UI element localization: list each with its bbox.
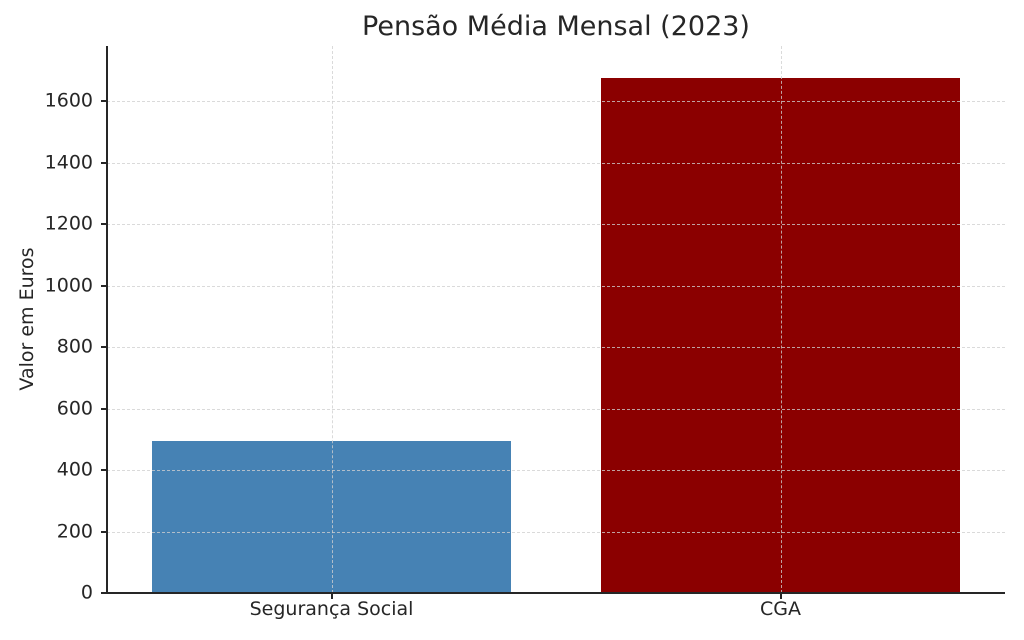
y-gridline-1200 — [107, 224, 1005, 226]
x-tick-label-seguranca-social: Segurança Social — [249, 598, 414, 620]
y-tick-label-200: 200 — [56, 520, 93, 543]
y-gridline-1400 — [107, 162, 1005, 164]
bar-seguranca-social — [151, 440, 512, 593]
y-tick-1600 — [101, 100, 107, 103]
y-gridline-800 — [107, 347, 1005, 349]
y-tick-1200 — [101, 223, 107, 226]
chart-title: Pensão Média Mensal (2023) — [362, 11, 750, 42]
y-tick-600 — [101, 407, 107, 410]
y-tick-label-400: 400 — [56, 458, 93, 481]
y-tick-1400 — [101, 161, 107, 164]
x-axis-spine — [106, 592, 1005, 594]
y-tick-label-600: 600 — [56, 397, 93, 420]
y-tick-200 — [101, 530, 107, 533]
y-gridline-600 — [107, 408, 1005, 410]
x-tick-cga — [779, 593, 782, 599]
y-tick-label-1000: 1000 — [44, 274, 93, 297]
y-gridline-1600 — [107, 101, 1005, 103]
y-tick-0 — [101, 592, 107, 594]
x-tick-label-cga: CGA — [760, 598, 801, 620]
bar-cga — [600, 78, 961, 593]
y-tick-label-800: 800 — [56, 335, 93, 358]
y-tick-label-1600: 1600 — [44, 89, 93, 112]
x-gridline-cga — [780, 46, 782, 593]
plot-area — [106, 46, 1005, 594]
y-gridline-400 — [107, 470, 1005, 472]
y-gridline-200 — [107, 531, 1005, 533]
y-tick-400 — [101, 469, 107, 472]
y-axis-spine — [106, 46, 108, 594]
y-tick-1000 — [101, 284, 107, 287]
y-tick-label-0: 0 — [80, 581, 93, 604]
y-axis-label: Valor em Euros — [16, 247, 38, 391]
y-gridline-1000 — [107, 285, 1005, 287]
y-tick-label-1200: 1200 — [44, 212, 93, 235]
x-tick-seguranca-social — [330, 593, 333, 599]
y-tick-label-1400: 1400 — [44, 151, 93, 174]
y-tick-800 — [101, 346, 107, 349]
x-gridline-seguranca-social — [331, 46, 333, 593]
